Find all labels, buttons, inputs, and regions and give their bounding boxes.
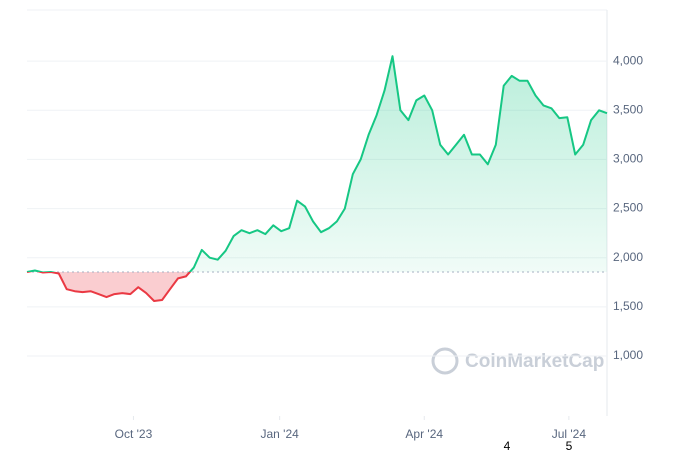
x-tick-label: Oct '23 — [115, 427, 153, 441]
area-up — [27, 56, 607, 272]
extra-label: 4 — [504, 439, 511, 453]
y-tick-label: 2,500 — [613, 201, 643, 215]
watermark: CoinMarketCap — [431, 347, 604, 375]
watermark-text: CoinMarketCap — [465, 351, 604, 372]
price-line-up — [26, 55, 608, 272]
extra-label: 5 — [566, 439, 573, 453]
y-tick-label: 3,000 — [613, 152, 643, 166]
y-tick-label: 2,000 — [613, 250, 643, 264]
y-tick-label: 3,500 — [613, 102, 643, 116]
y-tick-label: 4,000 — [613, 53, 643, 67]
y-tick-label: 1,000 — [613, 348, 643, 362]
y-tick-label: 1,500 — [613, 299, 643, 313]
x-tick-label: Apr '24 — [405, 427, 443, 441]
area-down — [27, 271, 190, 301]
x-tick-label: Jan '24 — [260, 427, 299, 441]
price-line-down — [26, 271, 192, 302]
logo — [431, 347, 459, 375]
x-tick-label: Jul '24 — [552, 427, 587, 441]
